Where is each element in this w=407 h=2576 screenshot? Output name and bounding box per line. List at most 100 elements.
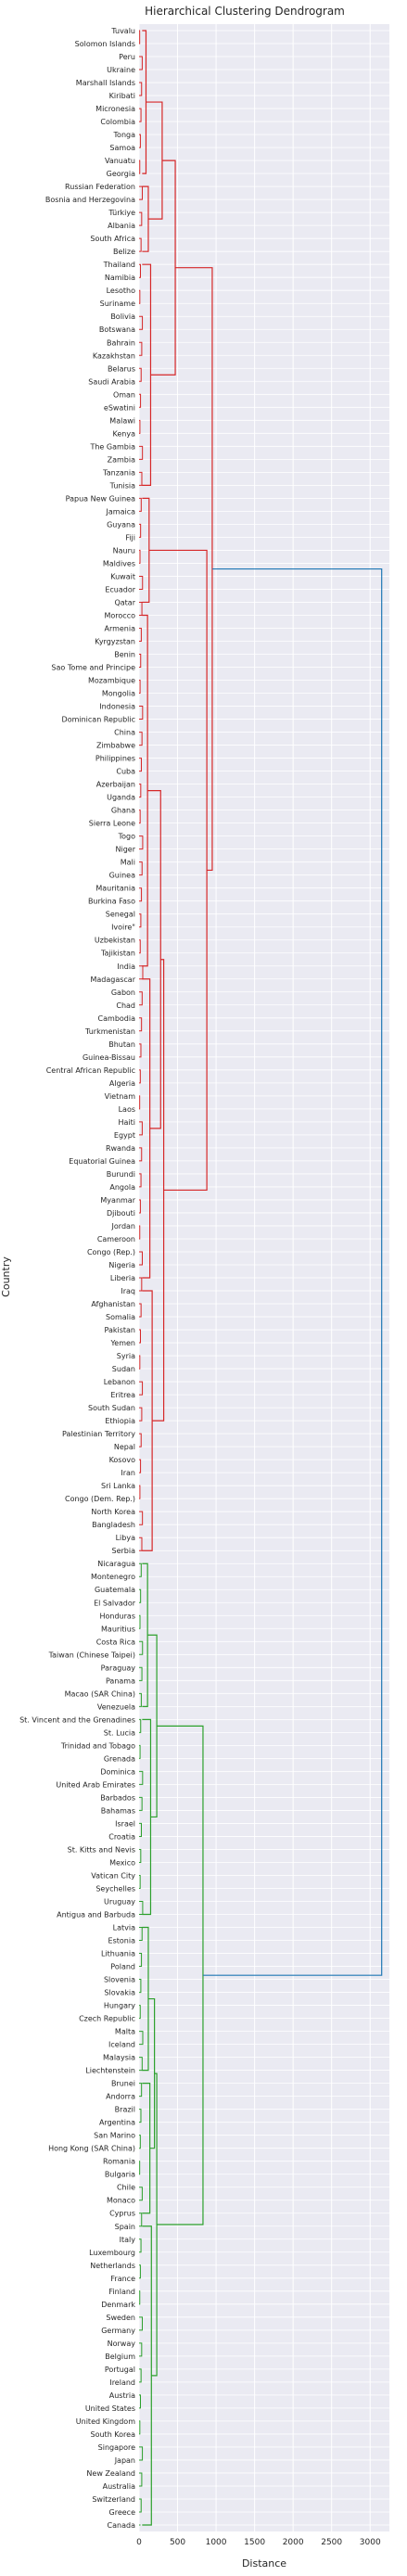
dendrogram-link — [139, 2290, 141, 2305]
leaf-label: Niger — [116, 846, 136, 854]
leaf-label: Solomon Islands — [75, 40, 135, 48]
leaf-label: Antigua and Barbuda — [57, 1911, 135, 1919]
dendrogram-link — [139, 1796, 143, 1811]
leaf-label: South Sudan — [88, 1404, 135, 1412]
dendrogram-link — [139, 1744, 141, 1759]
leaf-label: Papua New Guinea — [66, 494, 135, 503]
dendrogram-link — [139, 2238, 142, 2253]
leaf-label: North Korea — [91, 1508, 135, 1516]
dendrogram-link — [139, 2187, 143, 2201]
dendrogram-link — [139, 1692, 142, 1707]
dendrogram-link — [139, 784, 142, 798]
leaf-label: Guatemala — [95, 1586, 135, 1594]
leaf-label: Egypt — [114, 1131, 135, 1140]
leaf-label: Belgium — [105, 2353, 135, 2361]
leaf-label: Benin — [114, 651, 135, 659]
leaf-label: Kiribati — [109, 92, 135, 100]
dendrogram-link — [139, 758, 142, 772]
leaf-label: India — [117, 963, 135, 971]
leaf-label: Haiti — [119, 1118, 136, 1127]
leaf-label: Chile — [117, 2184, 135, 2192]
leaf-label: Cameroon — [97, 1235, 135, 1243]
leaf-label: Iceland — [108, 2041, 135, 2049]
leaf-label: Sweden — [106, 2314, 135, 2322]
dendrogram-link — [139, 1874, 141, 1889]
leaf-label: Ireland — [109, 2378, 135, 2387]
leaf-label: Morocco — [105, 611, 136, 619]
leaf-label: Georgia — [107, 170, 135, 178]
dendrogram-link — [139, 627, 142, 642]
leaf-label: Brazil — [115, 2106, 135, 2114]
dendrogram-link — [139, 1069, 141, 1084]
leaf-label: Denmark — [101, 2301, 135, 2309]
leaf-label: Guyana — [107, 520, 135, 529]
x-tick-label: 3000 — [360, 2538, 381, 2547]
leaf-label: Algeria — [109, 1079, 135, 1088]
leaf-label: Ghana — [111, 807, 135, 815]
dendrogram-link — [142, 1926, 149, 2072]
leaf-label: Taiwan (Chinese Taipei) — [48, 1651, 135, 1659]
leaf-label: Qatar — [114, 598, 135, 606]
grid-lines — [138, 24, 389, 2531]
dendrogram-link — [139, 367, 142, 382]
dendrogram-link — [175, 267, 213, 872]
dendrogram-link — [139, 1147, 143, 1162]
leaf-label: Czech Republic — [79, 2015, 135, 2023]
dendrogram-link — [202, 567, 383, 1976]
leaf-label: Somalia — [106, 1313, 135, 1321]
dendrogram-link — [139, 1277, 143, 1292]
dendrogram-link — [139, 732, 143, 746]
leaf-label: Jamaica — [106, 507, 136, 516]
leaf-label: Brunei — [111, 2080, 135, 2088]
leaf-label: New Zealand — [86, 2469, 135, 2478]
leaf-label: Australia — [103, 2482, 135, 2491]
dendrogram-link — [139, 1588, 142, 1603]
leaf-label: Romania — [103, 2158, 135, 2166]
leaf-label: Laos — [119, 1105, 135, 1114]
leaf-label: Uzbekistan — [95, 937, 135, 945]
leaf-label: Slovakia — [104, 1989, 135, 1997]
leaf-labels: Tuvalu Solomon Islands Peru Ukraine Marshall… — [19, 27, 136, 2530]
dendrogram-link — [139, 1095, 141, 1110]
leaf-label: Switzerland — [92, 2495, 135, 2504]
dendrogram-link — [139, 601, 143, 616]
leaf-label: Malaysia — [103, 2054, 135, 2062]
leaf-label: Canada — [108, 2521, 136, 2530]
leaf-label: Nigeria — [108, 1261, 135, 1269]
dendrogram-link — [139, 991, 143, 1006]
leaf-label: Ivoire" — [111, 924, 135, 932]
leaf-label: Angola — [109, 1183, 135, 1192]
leaf-label: eSwatini — [104, 403, 135, 412]
leaf-label: South Africa — [90, 235, 135, 243]
leaf-label: Portugal — [105, 2366, 135, 2374]
dendrogram-link — [147, 1997, 156, 2149]
dendrogram-link — [139, 1433, 142, 1447]
dendrogram-link — [139, 315, 144, 330]
dendrogram-link — [150, 159, 176, 376]
leaf-label: Vietnam — [105, 1092, 136, 1101]
dendrogram-link — [139, 2135, 141, 2149]
leaf-label: Bahrain — [107, 338, 135, 347]
leaf-label: Liberia — [110, 1274, 135, 1282]
leaf-label: Dominica — [100, 1767, 135, 1776]
chart-title: Hierarchical Clustering Dendrogram — [145, 5, 345, 18]
dendrogram-link — [139, 887, 143, 902]
leaf-label: Mozambique — [88, 677, 135, 685]
dendrogram-link — [146, 101, 163, 220]
dendrogram-link — [139, 939, 141, 954]
leaf-label: Cyprus — [109, 2210, 135, 2218]
dendrogram-link — [139, 471, 143, 486]
leaf-label: Italy — [120, 2236, 136, 2244]
leaf-label: Sierra Leone — [89, 820, 135, 828]
leaf-label: Montenegro — [91, 1573, 135, 1581]
leaf-label: Congo (Dem. Rep.) — [65, 1495, 135, 1503]
dendrogram-link — [139, 263, 141, 278]
leaf-label: South Korea — [91, 2430, 136, 2439]
leaf-label: Bosnia and Herzegovina — [45, 196, 135, 204]
dendrogram-link — [139, 1121, 143, 1136]
dendrogram-link — [142, 1290, 153, 1551]
leaf-label: Bangladesh — [92, 1521, 135, 1529]
leaf-label: Bahamas — [101, 1806, 135, 1815]
leaf-label: Vanuatu — [105, 157, 135, 165]
